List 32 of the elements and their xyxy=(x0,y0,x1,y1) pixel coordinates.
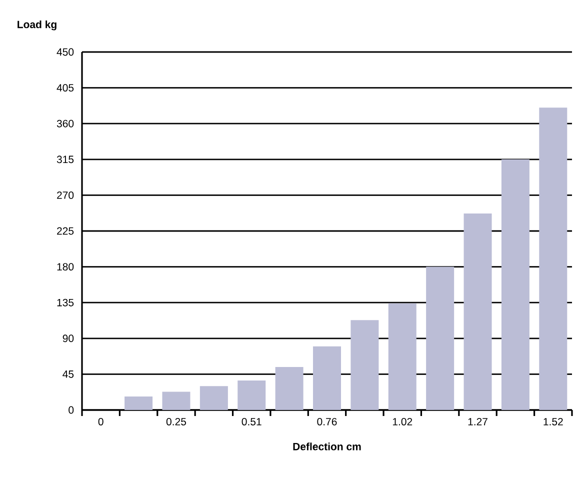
bar xyxy=(200,386,228,410)
y-tick-label: 45 xyxy=(62,370,74,378)
bar xyxy=(388,303,416,410)
y-tick-label: 270 xyxy=(57,191,74,199)
x-tick-label: 0.51 xyxy=(242,418,262,426)
x-tick-label: 0.76 xyxy=(317,418,337,426)
bar xyxy=(275,367,304,410)
bar xyxy=(464,213,492,410)
x-tick-label: 1.52 xyxy=(544,418,563,426)
x-axis-title: Deflection cm xyxy=(293,442,361,450)
y-tick-label: 90 xyxy=(62,334,74,342)
y-tick-label: 225 xyxy=(57,227,74,235)
x-tick-label: 1.27 xyxy=(468,418,488,426)
y-tick-label: 360 xyxy=(56,120,74,128)
y-axis-title: Load kg xyxy=(18,20,56,30)
y-tick-label: 315 xyxy=(56,156,74,164)
y-tick-label: 405 xyxy=(56,84,74,92)
y-tick-label: 180 xyxy=(57,263,74,271)
bar xyxy=(426,266,454,410)
bar xyxy=(350,320,379,410)
x-tick-label: 0.25 xyxy=(166,418,186,426)
x-tick-label: 1.02 xyxy=(392,418,412,426)
bar xyxy=(313,346,341,410)
bar xyxy=(501,159,530,410)
bar xyxy=(124,396,153,410)
bar xyxy=(539,108,568,410)
y-tick-label: 135 xyxy=(57,298,74,306)
y-tick-label: 450 xyxy=(56,48,74,56)
bar xyxy=(162,392,190,410)
bar xyxy=(238,380,266,410)
y-tick-label: 0 xyxy=(68,406,74,414)
x-tick-label: 0 xyxy=(98,418,104,426)
